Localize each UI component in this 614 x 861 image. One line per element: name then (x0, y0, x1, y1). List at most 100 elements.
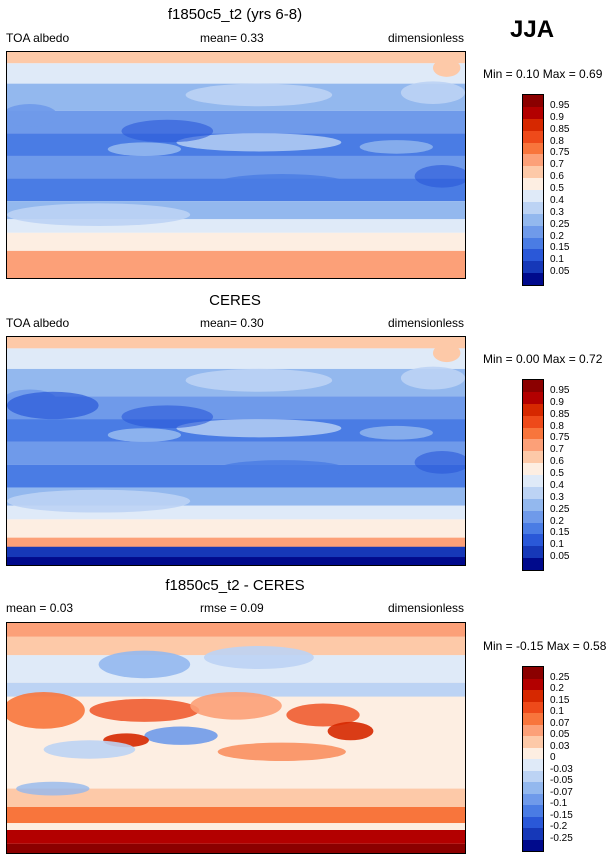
colorbar-tick-label: 0.05 (550, 729, 570, 740)
colorbar-tick-label: 0.05 (550, 551, 570, 563)
colorbar-swatch (523, 166, 543, 179)
colorbar-swatch (523, 839, 543, 851)
colorbar-swatch (523, 130, 543, 143)
map-field-band (7, 337, 465, 349)
colorbar-swatch (523, 106, 543, 119)
colorbar-tick-label: 0.15 (550, 527, 570, 539)
map-field-band (7, 155, 465, 179)
map-field-band (7, 557, 465, 565)
colorbar-swatch (523, 475, 543, 487)
colorbar-tick-label: 0.1 (550, 539, 564, 551)
panel-3-minmax-label: Min = -0.15 Max = 0.58 (483, 639, 607, 653)
panel-2-mean-label: mean= 0.30 (200, 316, 264, 330)
panel-3-title: f1850c5_t2 - CERES (165, 577, 305, 594)
colorbar-swatch (523, 439, 543, 452)
colorbar-tick-label: 0.75 (550, 147, 570, 159)
colorbar-swatch (523, 142, 543, 155)
colorbar-swatch (523, 816, 543, 828)
panel-1-title: f1850c5_t2 (yrs 6-8) (167, 6, 303, 23)
map-field-band (7, 830, 465, 844)
colorbar-swatch (523, 793, 543, 805)
map-field-band (7, 232, 465, 251)
colorbar-swatch (523, 667, 543, 679)
colorbar-swatch (523, 736, 543, 748)
colorbar-swatch (523, 747, 543, 759)
colorbar-swatch (523, 415, 543, 428)
colorbar-tick-label: 0.15 (550, 242, 570, 254)
colorbar-swatch (523, 463, 543, 475)
colorbar-swatch (523, 427, 543, 440)
map-field-patch (98, 650, 191, 679)
map-field-patch (7, 692, 85, 729)
colorbar-swatch (523, 759, 543, 771)
map-field-patch (217, 460, 346, 479)
panel-1-colorbar (522, 94, 544, 286)
map-field-band (7, 396, 465, 420)
map-field-patch (327, 721, 374, 741)
map-field-patch (107, 428, 182, 442)
colorbar-tick-label: 0.7 (550, 159, 564, 171)
map-field-patch (185, 83, 333, 107)
colorbar-swatch (523, 451, 543, 464)
colorbar-swatch (523, 403, 543, 416)
colorbar-tick-label: 0.6 (550, 456, 564, 468)
colorbar-swatch (523, 782, 543, 794)
colorbar-tick-label: -0.25 (550, 832, 573, 844)
colorbar-tick-label: 0.25 (550, 671, 570, 683)
colorbar-swatch (523, 828, 543, 840)
panel-3-units-label: dimensionless (388, 601, 465, 615)
map-field-band (7, 807, 465, 824)
map-field-patch (359, 140, 433, 154)
colorbar-swatch (523, 522, 543, 535)
colorbar-tick-label: 0.9 (550, 111, 564, 123)
colorbar-tick-label: -0.1 (550, 798, 568, 809)
map-field-band (7, 110, 465, 134)
colorbar-tick-label: -0.07 (550, 786, 573, 798)
colorbar-swatch (523, 678, 543, 690)
colorbar-tick-label: 0.9 (550, 396, 564, 408)
colorbar-swatch (523, 225, 543, 238)
panel-1-mean-label: mean= 0.33 (200, 31, 264, 45)
map-field-band (7, 636, 465, 656)
colorbar-swatch (523, 95, 543, 107)
colorbar-swatch (523, 190, 543, 202)
colorbar-tick-label: 0.7 (550, 444, 564, 456)
colorbar-swatch (523, 178, 543, 190)
map-field-patch (176, 133, 342, 152)
season-label: JJA (510, 16, 555, 43)
colorbar-tick-label: -0.2 (550, 821, 568, 832)
colorbar-swatch (523, 391, 543, 404)
map-field-patch (217, 174, 346, 193)
colorbar-tick-label: 0.4 (550, 194, 564, 206)
colorbar-tick-label: 0.85 (550, 123, 570, 135)
map-field-patch (121, 119, 214, 143)
map-field-patch (400, 81, 465, 104)
map-field-band (7, 63, 465, 84)
colorbar-tick-label: 0.5 (550, 183, 564, 194)
map-field-patch (432, 343, 461, 363)
map-field-band (7, 348, 465, 369)
panel-1-map (6, 51, 466, 279)
colorbar-swatch (523, 713, 543, 725)
panel-3-rmse-label: rmse = 0.09 (200, 601, 264, 615)
colorbar-swatch (523, 770, 543, 782)
map-field-band (7, 788, 465, 807)
map-field-band (7, 546, 465, 558)
map-field-patch (144, 726, 218, 745)
colorbar-tick-label: 0.8 (550, 135, 564, 147)
map-field-band (7, 464, 465, 488)
map-field-patch (43, 740, 136, 759)
colorbar-tick-label: 0.3 (550, 491, 564, 503)
colorbar-swatch (523, 701, 543, 713)
colorbar-swatch (523, 118, 543, 131)
panel-1-units-label: dimensionless (388, 31, 465, 45)
map-field-patch (7, 203, 191, 227)
colorbar-tick-label: 0.25 (550, 503, 570, 515)
map-field-patch (217, 742, 346, 761)
map-field-band (7, 52, 465, 64)
colorbar-tick-label: 0.5 (550, 468, 564, 479)
panel-2-map (6, 336, 466, 566)
colorbar-swatch (523, 237, 543, 250)
map-field-patch (359, 425, 433, 440)
colorbar-swatch (523, 546, 543, 559)
